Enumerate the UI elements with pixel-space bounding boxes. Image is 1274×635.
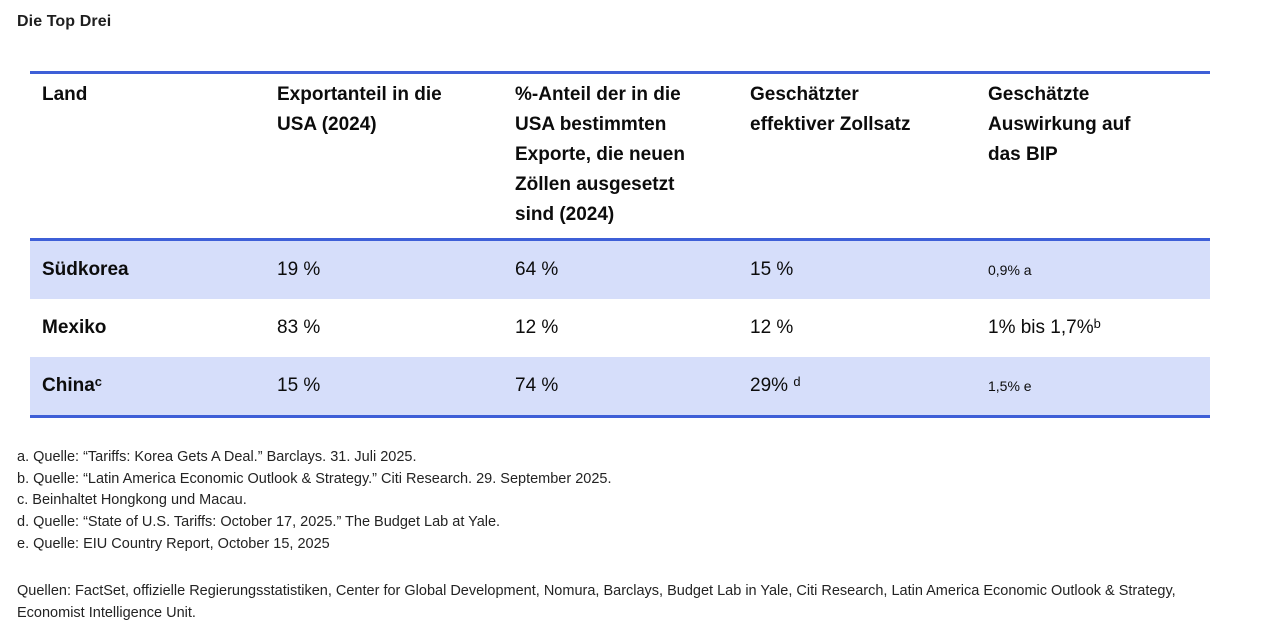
footnote-marker: c xyxy=(94,374,102,390)
table-row-suedkorea: Südkorea 19 % 64 % 15 % 0,9% a xyxy=(30,241,1210,299)
table-cell: 29% d xyxy=(750,374,801,396)
footnote-b: b. Quelle: “Latin America Economic Outlo… xyxy=(17,470,612,487)
table-header-row: Land Exportanteil in die USA (2024) %-An… xyxy=(30,71,1210,241)
column-header-export-share: Exportanteil in die USA (2024) xyxy=(277,84,442,135)
country-cell: Mexiko xyxy=(42,317,107,338)
column-header-tariff-rate: Geschätzter effektiver Zollsatz xyxy=(750,84,911,135)
footnote-e: e. Quelle: EIU Country Report, October 1… xyxy=(17,535,330,552)
table-cell: 74 % xyxy=(515,375,559,396)
table-cell: 15 % xyxy=(277,375,321,396)
table-cell: 83 % xyxy=(277,317,321,338)
footnote-marker: d xyxy=(793,374,801,390)
footnotes-block: a. Quelle: “Tariffs: Korea Gets A Deal.”… xyxy=(17,447,612,556)
table-cell: 0,9% a xyxy=(988,262,1032,278)
table-body: Südkorea 19 % 64 % 15 % 0,9% a Mexiko 83… xyxy=(30,241,1210,418)
footnote-d: d. Quelle: “State of U.S. Tariffs: Octob… xyxy=(17,514,501,531)
table-cell: 12 % xyxy=(750,317,794,338)
top-three-table: Land Exportanteil in die USA (2024) %-An… xyxy=(30,71,1210,418)
footnote-marker: b xyxy=(1093,316,1101,332)
country-cell: Chinac xyxy=(42,374,102,396)
table-cell: 1% bis 1,7%b xyxy=(988,316,1101,338)
page-title: Die Top Drei xyxy=(17,13,112,30)
column-header-gdp-impact: Geschätzte Auswirkung auf das BIP xyxy=(988,84,1131,165)
footnote-a: a. Quelle: “Tariffs: Korea Gets A Deal.”… xyxy=(17,449,417,465)
table-cell: 19 % xyxy=(277,259,321,280)
table-cell: 12 % xyxy=(515,317,559,338)
column-header-land: Land xyxy=(42,84,88,105)
footnote-c: c. Beinhaltet Hongkong und Macau. xyxy=(17,492,247,509)
table-cell: 1,5% e xyxy=(988,378,1032,394)
table-cell: 64 % xyxy=(515,259,559,280)
sources-paragraph: Quellen: FactSet, offizielle Regierungss… xyxy=(17,583,1176,621)
table-cell: 15 % xyxy=(750,259,794,280)
table-row-china: Chinac 15 % 74 % 29% d 1,5% e xyxy=(30,357,1210,415)
table-row-mexiko: Mexiko 83 % 12 % 12 % 1% bis 1,7%b xyxy=(30,299,1210,357)
country-cell: Südkorea xyxy=(42,259,129,280)
column-header-exposed-share: %-Anteil der in die USA bestimmten Expor… xyxy=(515,84,685,225)
